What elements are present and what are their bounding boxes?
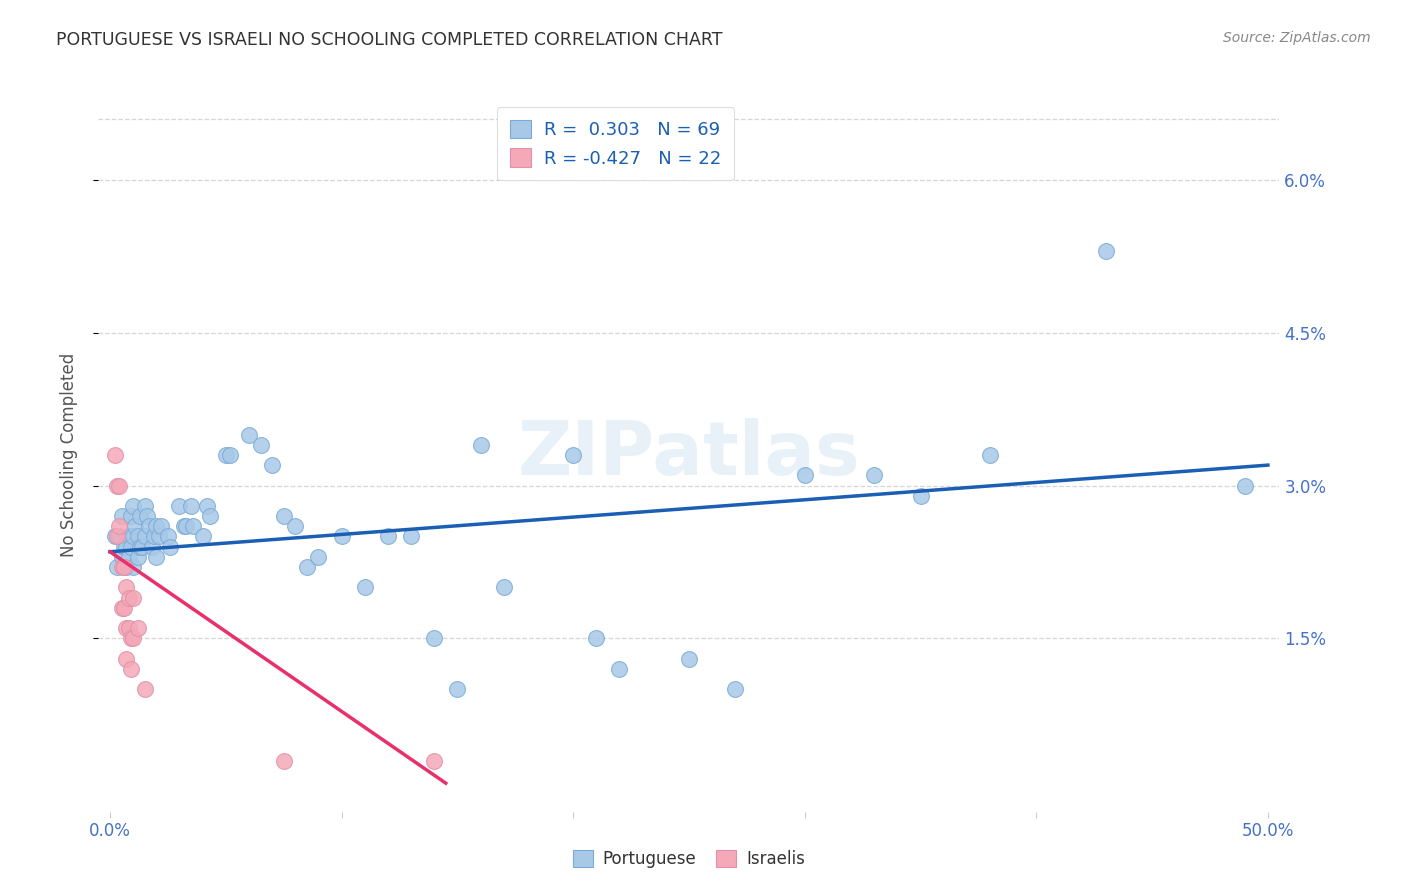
Point	[104, 529, 127, 543]
Point	[195, 499, 218, 513]
Point	[273, 509, 295, 524]
Point	[120, 662, 142, 676]
Point	[609, 662, 631, 676]
Point	[115, 621, 138, 635]
Legend: Portuguese, Israelis: Portuguese, Israelis	[567, 843, 811, 875]
Point	[104, 448, 127, 462]
Point	[273, 754, 295, 768]
Point	[105, 478, 128, 492]
Point	[108, 529, 131, 543]
Point	[136, 509, 159, 524]
Point	[112, 560, 135, 574]
Point	[112, 540, 135, 554]
Point	[122, 529, 145, 543]
Point	[105, 529, 128, 543]
Point	[180, 499, 202, 513]
Y-axis label: No Schooling Completed: No Schooling Completed	[59, 353, 77, 557]
Point	[110, 600, 132, 615]
Point	[127, 529, 149, 543]
Point	[138, 519, 160, 533]
Point	[149, 519, 172, 533]
Point	[120, 509, 142, 524]
Point	[115, 652, 138, 666]
Point	[122, 591, 145, 605]
Point	[129, 540, 152, 554]
Point	[562, 448, 585, 462]
Point	[143, 529, 166, 543]
Point	[191, 529, 214, 543]
Point	[117, 549, 139, 564]
Point	[1233, 478, 1256, 492]
Point	[122, 560, 145, 574]
Point	[249, 438, 271, 452]
Point	[134, 682, 156, 697]
Point	[219, 448, 242, 462]
Point	[145, 549, 167, 564]
Point	[724, 682, 747, 697]
Point	[238, 427, 260, 442]
Point	[307, 549, 329, 564]
Point	[793, 468, 815, 483]
Point	[183, 519, 205, 533]
Point	[127, 621, 149, 635]
Point	[423, 632, 446, 646]
Point	[110, 509, 132, 524]
Point	[169, 499, 191, 513]
Point	[284, 519, 307, 533]
Point	[124, 519, 146, 533]
Point	[127, 549, 149, 564]
Point	[377, 529, 399, 543]
Point	[134, 499, 156, 513]
Point	[110, 560, 132, 574]
Point	[585, 632, 607, 646]
Point	[141, 540, 163, 554]
Text: ZIPatlas: ZIPatlas	[517, 418, 860, 491]
Point	[470, 438, 492, 452]
Point	[262, 458, 284, 472]
Point	[115, 540, 138, 554]
Point	[353, 581, 375, 595]
Point	[678, 652, 700, 666]
Point	[115, 560, 138, 574]
Point	[117, 591, 139, 605]
Point	[156, 529, 179, 543]
Point	[198, 509, 221, 524]
Text: Source: ZipAtlas.com: Source: ZipAtlas.com	[1223, 31, 1371, 45]
Point	[423, 754, 446, 768]
Point	[134, 529, 156, 543]
Point	[122, 632, 145, 646]
Point	[117, 529, 139, 543]
Point	[492, 581, 515, 595]
Point	[110, 549, 132, 564]
Point	[129, 509, 152, 524]
Point	[446, 682, 468, 697]
Point	[399, 529, 422, 543]
Point	[215, 448, 238, 462]
Point	[173, 519, 195, 533]
Point	[159, 540, 181, 554]
Point	[863, 468, 886, 483]
Point	[910, 489, 932, 503]
Point	[117, 621, 139, 635]
Point	[122, 499, 145, 513]
Point	[979, 448, 1001, 462]
Point	[105, 560, 128, 574]
Point	[148, 529, 170, 543]
Point	[120, 632, 142, 646]
Point	[108, 478, 131, 492]
Point	[115, 581, 138, 595]
Point	[145, 519, 167, 533]
Point	[120, 540, 142, 554]
Text: PORTUGUESE VS ISRAELI NO SCHOOLING COMPLETED CORRELATION CHART: PORTUGUESE VS ISRAELI NO SCHOOLING COMPL…	[56, 31, 723, 49]
Point	[131, 540, 153, 554]
Point	[1094, 244, 1116, 258]
Point	[112, 600, 135, 615]
Point	[295, 560, 318, 574]
Point	[330, 529, 353, 543]
Point	[108, 519, 131, 533]
Point	[176, 519, 198, 533]
